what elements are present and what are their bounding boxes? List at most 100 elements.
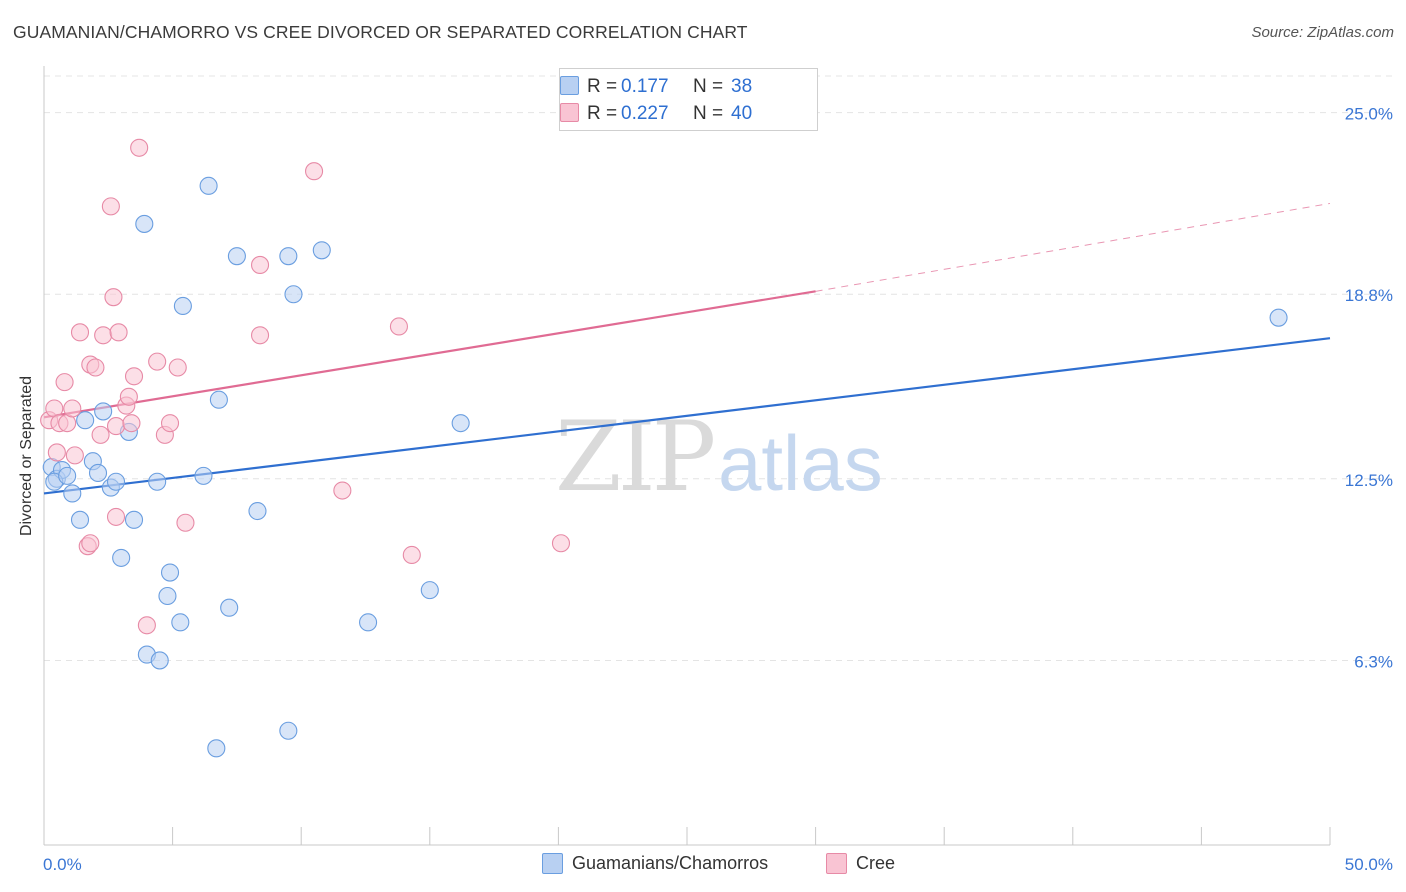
series-legend: Guamanians/Chamorros Cree xyxy=(0,853,1406,877)
guamanian-point xyxy=(451,414,470,433)
guamanian-point xyxy=(94,402,113,421)
cree-point xyxy=(47,443,66,462)
gridlines xyxy=(44,75,1393,661)
x-tick-label: 0.0% xyxy=(43,855,82,874)
guamanian-point xyxy=(227,247,246,266)
y-tick-label: 12.5% xyxy=(1345,471,1393,490)
guamanian-point xyxy=(58,466,77,485)
cree-point xyxy=(122,414,141,433)
guamanian-point xyxy=(248,501,267,521)
correlation-legend: R = 0.177 N = 38 R = 0.227 N = 40 xyxy=(559,68,818,131)
legend-swatch-cree xyxy=(560,103,579,122)
guamanian-point xyxy=(158,586,177,606)
guamanian-point xyxy=(135,214,154,233)
guamanian-point xyxy=(194,466,213,485)
guamanian-point xyxy=(63,484,82,503)
cree-point xyxy=(305,162,324,181)
cree-point xyxy=(104,288,123,307)
guamanian-point xyxy=(1269,308,1288,327)
cree-point xyxy=(148,352,167,371)
legend-item-guamanian: Guamanians/Chamorros xyxy=(542,853,768,874)
guamanian-point xyxy=(76,411,95,430)
guamanian-point xyxy=(279,247,298,266)
cree-point xyxy=(551,534,571,553)
watermark-atlas: atlas xyxy=(718,419,883,507)
cree-point xyxy=(130,138,149,157)
guamanian-point xyxy=(199,176,218,195)
legend-swatch-cree xyxy=(826,853,847,874)
cree-point xyxy=(250,255,270,275)
guamanian-point xyxy=(148,472,167,491)
guamanian-trend-line xyxy=(43,337,1331,495)
legend-r-value: 0.177 xyxy=(621,76,669,97)
tick-labels: 6.3% 12.5% 18.8% 25.0% 0.0% 50.0% xyxy=(43,105,1393,874)
cree-point xyxy=(101,197,120,216)
legend-row-cree: R = 0.227 N = 40 xyxy=(560,102,753,126)
guamanian-point xyxy=(70,510,90,529)
watermark: ZIP atlas xyxy=(555,401,883,513)
guamanian-point xyxy=(171,613,190,632)
guamanian-point xyxy=(220,598,239,617)
y-tick-label: 6.3% xyxy=(1354,652,1393,671)
legend-n-value: 40 xyxy=(731,103,753,124)
guamanian-point xyxy=(207,739,226,758)
legend-swatch-guamanian xyxy=(542,853,563,874)
cree-point xyxy=(106,417,126,436)
legend-r-label: R = xyxy=(587,76,618,97)
watermark-zip: ZIP xyxy=(555,401,714,513)
data-points xyxy=(40,138,1288,758)
cree-point xyxy=(124,367,144,386)
y-tick-label: 18.8% xyxy=(1345,286,1393,305)
cree-point xyxy=(137,616,156,635)
cree-point xyxy=(63,399,82,418)
guamanian-point xyxy=(312,241,331,260)
cree-point xyxy=(65,446,84,465)
legend-label-guamanian: Guamanians/Chamorros xyxy=(572,853,769,873)
guamanian-point xyxy=(106,472,126,491)
cree-point xyxy=(109,323,128,342)
legend-n-value: 38 xyxy=(731,76,753,97)
legend-n-label: N = xyxy=(693,103,724,124)
cree-point xyxy=(176,513,195,532)
guamanian-point xyxy=(112,548,131,567)
trend-lines xyxy=(43,202,1331,495)
guamanian-point xyxy=(284,285,303,304)
cree-trend-line xyxy=(43,290,816,419)
cree-point xyxy=(160,414,180,433)
legend-item-cree: Cree xyxy=(826,853,895,874)
source-label: Source: ZipAtlas.com xyxy=(1251,24,1394,41)
guamanian-point xyxy=(88,463,108,483)
y-tick-label: 25.0% xyxy=(1345,105,1393,124)
cree-point xyxy=(106,507,126,526)
legend-swatch-guamanian xyxy=(560,76,579,95)
guamanian-point xyxy=(160,563,180,582)
legend-r-value: 0.227 xyxy=(621,103,669,124)
cree-trend-extension xyxy=(815,202,1331,292)
cree-point xyxy=(94,326,113,345)
guamanian-point xyxy=(359,613,378,632)
cree-point xyxy=(389,317,408,336)
legend-label-cree: Cree xyxy=(856,853,896,873)
x-tick-label: 50.0% xyxy=(1345,855,1393,874)
cree-point xyxy=(333,481,352,500)
cree-point xyxy=(86,358,105,377)
cree-point xyxy=(168,358,187,377)
legend-row-guamanian: R = 0.177 N = 38 xyxy=(560,75,753,99)
cree-point xyxy=(70,323,90,342)
cree-point xyxy=(250,326,270,345)
axes xyxy=(43,66,1331,846)
legend-r-label: R = xyxy=(587,103,618,124)
legend-n-label: N = xyxy=(693,76,724,97)
cree-point xyxy=(119,387,138,406)
guamanian-point xyxy=(173,296,192,316)
guamanian-point xyxy=(150,651,169,670)
chart-title: GUAMANIAN/CHAMORRO VS CREE DIVORCED OR S… xyxy=(13,22,748,42)
cree-point xyxy=(81,534,100,553)
cree-point xyxy=(402,545,421,565)
guamanian-point xyxy=(279,721,298,740)
guamanian-point xyxy=(209,390,228,409)
cree-point xyxy=(55,373,74,392)
cree-point xyxy=(91,425,110,444)
guamanian-point xyxy=(420,581,439,600)
